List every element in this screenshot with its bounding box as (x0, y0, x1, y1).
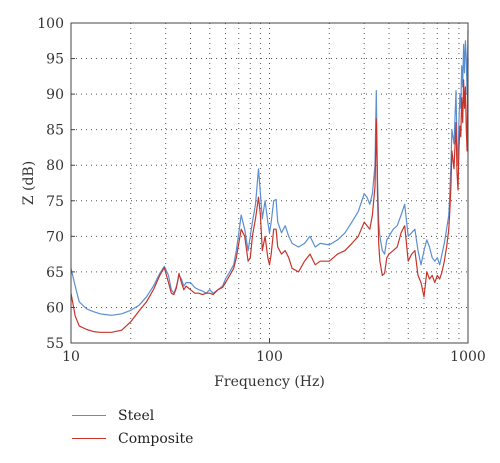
y-tick-label: 65 (46, 265, 64, 281)
series-layer (70, 30, 469, 333)
legend-item-composite: Composite (72, 427, 193, 450)
y-tick-label: 85 (46, 123, 64, 139)
legend: Steel Composite (72, 404, 193, 450)
x-tick-label: 100 (256, 349, 283, 365)
tick-labels: 55 60 65 70 75 80 85 90 95 100 10 100 1000 (37, 16, 486, 365)
legend-line-steel (72, 415, 106, 416)
y-tick-label: 55 (46, 336, 64, 352)
y-tick-label: 90 (46, 87, 64, 103)
legend-line-composite (72, 438, 106, 439)
y-tick-label: 100 (37, 16, 64, 32)
ticks (70, 22, 469, 344)
series-line-composite (70, 58, 469, 333)
x-axis-label: Frequency (Hz) (214, 374, 325, 390)
y-axis-label: Z (dB) (21, 161, 37, 205)
y-tick-label: 75 (46, 194, 64, 210)
legend-item-steel: Steel (72, 404, 193, 427)
x-tick-label: 10 (62, 349, 80, 365)
legend-label-steel: Steel (118, 407, 155, 424)
y-tick-label: 60 (46, 300, 64, 316)
y-tick-label: 80 (46, 158, 64, 174)
y-tick-label: 70 (46, 229, 64, 245)
y-tick-label: 95 (46, 52, 64, 68)
legend-label-composite: Composite (118, 430, 194, 447)
grid (71, 23, 468, 343)
x-tick-label: 1000 (450, 349, 486, 365)
